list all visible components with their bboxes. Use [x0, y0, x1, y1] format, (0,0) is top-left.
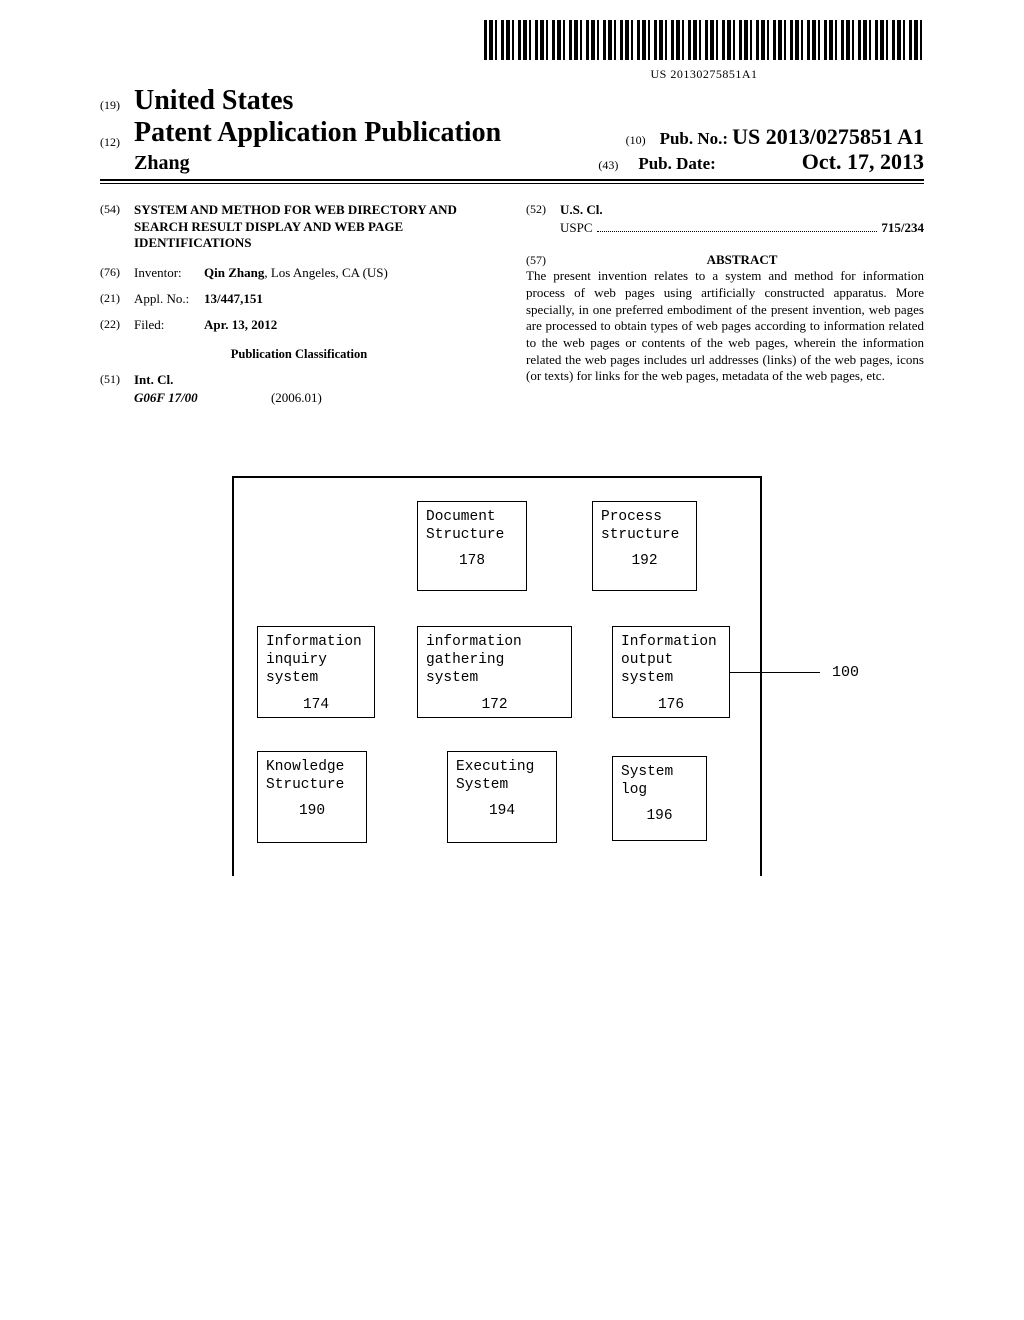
dotted-leader — [597, 231, 878, 232]
barcode-graphic — [484, 20, 924, 60]
intcl-value-row: G06F 17/00 (2006.01) — [134, 390, 498, 406]
intcl-field: (51) Int. Cl. — [100, 372, 498, 388]
left-column: (54) SYSTEM AND METHOD FOR WEB DIRECTORY… — [100, 202, 498, 406]
country: United States — [134, 85, 293, 117]
code-43: (43) — [598, 159, 626, 173]
pub-no-label: Pub. No.: — [660, 129, 728, 149]
code-22: (22) — [100, 317, 134, 333]
barcode-block: US 20130275851A1 — [484, 20, 924, 82]
publication-type: Patent Application Publication — [134, 117, 501, 149]
pub-no-value: US 2013/0275851 A1 — [732, 124, 924, 149]
diagram-box-info-output: Informationoutputsystem176 — [612, 626, 730, 718]
right-column: (52) U.S. Cl. USPC 715/234 (57) ABSTRACT… — [526, 202, 924, 406]
title-field: (54) SYSTEM AND METHOD FOR WEB DIRECTORY… — [100, 202, 498, 251]
diagram-box-info-inquiry: Informationinquirysystem174 — [257, 626, 375, 718]
code-10: (10) — [626, 134, 654, 148]
invention-title: SYSTEM AND METHOD FOR WEB DIRECTORY AND … — [134, 202, 498, 251]
diagram-box-proc-struct: Processstructure192 — [592, 501, 697, 591]
inventor-loc: , Los Angeles, CA (US) — [264, 265, 388, 280]
bibliographic-columns: (54) SYSTEM AND METHOD FOR WEB DIRECTORY… — [100, 202, 924, 406]
pub-date-value: Oct. 17, 2013 — [802, 149, 924, 174]
pub-class-heading: Publication Classification — [100, 347, 498, 362]
inventor-field: (76) Inventor: Qin Zhang, Los Angeles, C… — [100, 265, 498, 281]
filed-field: (22) Filed: Apr. 13, 2012 — [100, 317, 498, 333]
lead-label: 100 — [832, 664, 859, 681]
pub-date-label: Pub. Date: — [638, 154, 715, 174]
code-52: (52) — [526, 202, 560, 218]
abstract-heading: ABSTRACT — [560, 252, 924, 268]
diagram-box-doc-struct: DocumentStructure178 — [417, 501, 527, 591]
patent-page: US 20130275851A1 (19) United States (12)… — [0, 0, 1024, 1320]
appl-no-field: (21) Appl. No.: 13/447,151 — [100, 291, 498, 307]
intcl-label: Int. Cl. — [134, 372, 173, 388]
abstract-text: The present invention relates to a syste… — [526, 268, 924, 384]
divider-thick — [100, 179, 924, 181]
code-51: (51) — [100, 372, 134, 388]
inventor-value: Qin Zhang, Los Angeles, CA (US) — [204, 265, 388, 281]
barcode-text: US 20130275851A1 — [484, 67, 924, 82]
header-block: (19) United States (12) Patent Applicati… — [100, 85, 924, 184]
abstract-heading-row: (57) ABSTRACT — [526, 252, 924, 268]
code-19: (19) — [100, 99, 128, 113]
code-76: (76) — [100, 265, 134, 281]
diagram-box-info-gather: informationgathering system172 — [417, 626, 572, 718]
code-57: (57) — [526, 253, 560, 268]
diagram-box-know-struct: KnowledgeStructure190 — [257, 751, 367, 843]
intcl-year: (2006.01) — [271, 390, 322, 405]
appl-no-value: 13/447,151 — [204, 291, 263, 307]
uscl-value: 715/234 — [881, 220, 924, 236]
diagram-box-exec-system: ExecutingSystem194 — [447, 751, 557, 843]
diagram-box-system-log: Systemlog196 — [612, 756, 707, 841]
code-54: (54) — [100, 202, 134, 251]
divider-thin — [100, 183, 924, 184]
lead-line — [730, 672, 820, 673]
author-last-name: Zhang — [134, 152, 190, 175]
code-21: (21) — [100, 291, 134, 307]
uscl-prefix: USPC — [560, 220, 593, 236]
code-12: (12) — [100, 136, 128, 150]
intcl-value: G06F 17/00 — [134, 390, 198, 405]
system-diagram: 100 DocumentStructure178Processstructure… — [182, 476, 842, 876]
uscl-label: U.S. Cl. — [560, 202, 603, 218]
inventor-label: Inventor: — [134, 265, 204, 281]
uscl-value-row: USPC 715/234 — [560, 220, 924, 236]
appl-no-label: Appl. No.: — [134, 291, 204, 307]
uscl-field: (52) U.S. Cl. — [526, 202, 924, 218]
figure-block: 100 DocumentStructure178 Processstructure… — [100, 476, 924, 876]
filed-label: Filed: — [134, 317, 204, 333]
filed-value: Apr. 13, 2012 — [204, 317, 277, 333]
inventor-name: Qin Zhang — [204, 265, 264, 280]
